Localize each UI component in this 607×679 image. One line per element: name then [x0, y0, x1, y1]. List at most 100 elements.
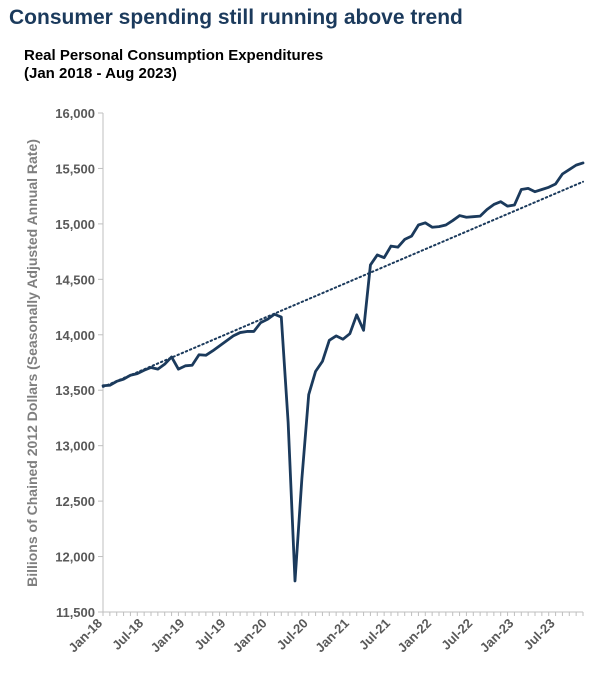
pce-data-point	[335, 335, 337, 337]
y-axis-title: Billions of Chained 2012 Dollars (Season…	[24, 139, 40, 587]
pce-data-point	[554, 183, 556, 185]
x-tick-label: Jan-22	[395, 616, 435, 656]
x-tick-label: Jan-18	[65, 616, 105, 656]
pce-data-point	[369, 264, 371, 266]
y-tick-label: 14,500	[55, 272, 95, 287]
pce-data-point	[294, 580, 296, 582]
pce-data-point	[506, 205, 508, 207]
pce-data-point	[260, 321, 262, 323]
x-tick-label: Jul-22	[438, 616, 475, 653]
y-tick-label: 13,500	[55, 383, 95, 398]
pce-data-point	[232, 335, 234, 337]
pce-series-line	[101, 161, 585, 583]
pce-data-point	[472, 215, 474, 217]
pce-data-point	[342, 338, 344, 340]
pce-data-point	[465, 216, 467, 218]
pce-data-point	[218, 345, 220, 347]
pce-data-point	[122, 378, 124, 380]
pce-data-point	[184, 365, 186, 367]
pce-data-point	[143, 369, 145, 371]
pce-data-point	[225, 340, 227, 342]
pce-data-point	[500, 201, 502, 203]
x-tick-label: Jan-20	[230, 616, 270, 656]
pce-data-point	[157, 368, 159, 370]
y-axis-title-group: Billions of Chained 2012 Dollars (Season…	[24, 139, 40, 587]
pce-data-point	[239, 331, 241, 333]
pce-data-point	[253, 330, 255, 332]
pce-data-point	[246, 330, 248, 332]
x-tick-label: Jan-23	[477, 616, 517, 656]
pce-data-point	[520, 188, 522, 190]
series-layer	[101, 161, 585, 583]
pce-data-point	[328, 339, 330, 341]
pce-data-point	[150, 366, 152, 368]
pce-data-point	[266, 318, 268, 320]
pce-data-point	[205, 354, 207, 356]
pce-data-point	[109, 384, 111, 386]
pce-data-point	[170, 356, 172, 358]
chart-title: Real Personal Consumption Expenditures	[24, 47, 324, 64]
headline: Consumer spending still running above tr…	[9, 6, 463, 29]
pce-data-point	[458, 214, 460, 216]
pce-data-point	[417, 224, 419, 226]
x-axis: Jan-18 Jul-18 Jan-19 Jul-19 Jan-20 Jul-20 Jan-…	[65, 611, 584, 656]
x-tick-label: Jul-20	[274, 616, 311, 653]
x-tick-label: Jul-21	[356, 616, 393, 653]
pce-data-point	[397, 246, 399, 248]
pce-data-point	[301, 478, 303, 480]
pce-data-point	[493, 203, 495, 205]
chart-subtitle: (Jan 2018 - Aug 2023)	[24, 65, 177, 82]
pce-data-point	[513, 204, 515, 206]
pce-data-point	[376, 254, 378, 256]
pce-data-point	[390, 245, 392, 247]
pce-data-point	[191, 364, 193, 366]
x-tick-label: Jan-19	[148, 616, 188, 656]
x-tick-label: Jul-23	[521, 616, 558, 653]
pce-data-point	[424, 222, 426, 224]
pce-data-point	[438, 225, 440, 227]
pce-data-point	[445, 224, 447, 226]
pce-data-point	[362, 329, 364, 331]
pce-data-point	[527, 187, 529, 189]
y-tick-label: 15,000	[55, 217, 95, 232]
pce-data-point	[314, 370, 316, 372]
y-tick-label: 12,500	[55, 494, 95, 509]
y-tick-label: 12,000	[55, 550, 95, 565]
pce-data-point	[431, 226, 433, 228]
pce-data-point	[541, 188, 543, 190]
pce-data-point	[116, 380, 118, 382]
pce-data-point	[321, 360, 323, 362]
y-tick-label: 14,000	[55, 328, 95, 343]
pce-data-point	[164, 363, 166, 365]
pce-data-point	[479, 215, 481, 217]
pce-data-point	[534, 191, 536, 193]
pce-data-point	[568, 168, 570, 170]
pce-data-point	[561, 173, 563, 175]
pce-data-point	[129, 374, 131, 376]
pce-data-point	[582, 162, 584, 164]
x-tick-label: Jan-21	[312, 616, 352, 656]
y-tick-label: 11,500	[56, 605, 95, 620]
pce-data-point	[410, 235, 412, 237]
y-tick-label: 15,500	[55, 161, 95, 176]
pce-data-point	[287, 421, 289, 423]
pce-data-point	[349, 332, 351, 334]
pce-data-point	[212, 350, 214, 352]
x-tick-label: Jul-19	[191, 616, 228, 653]
pce-data-point	[486, 208, 488, 210]
pce-data-point	[404, 238, 406, 240]
y-tick-label: 13,000	[55, 439, 95, 454]
pce-data-point	[452, 219, 454, 221]
pce-data-point	[280, 316, 282, 318]
chart-title-block: Real Personal Consumption Expenditures (…	[24, 47, 323, 83]
pce-data-point	[575, 164, 577, 166]
pce-data-point	[273, 313, 275, 315]
trend-line	[102, 180, 584, 388]
y-tick-label: 16,000	[55, 106, 95, 121]
y-axis: 11,500 12,000 12,500 13,000 13,500 14,000 14,5…	[55, 106, 104, 620]
pce-data-point	[177, 368, 179, 370]
x-tick-label: Jul-18	[109, 616, 146, 653]
pce-data-point	[548, 186, 550, 188]
pce-data-point	[136, 372, 138, 374]
